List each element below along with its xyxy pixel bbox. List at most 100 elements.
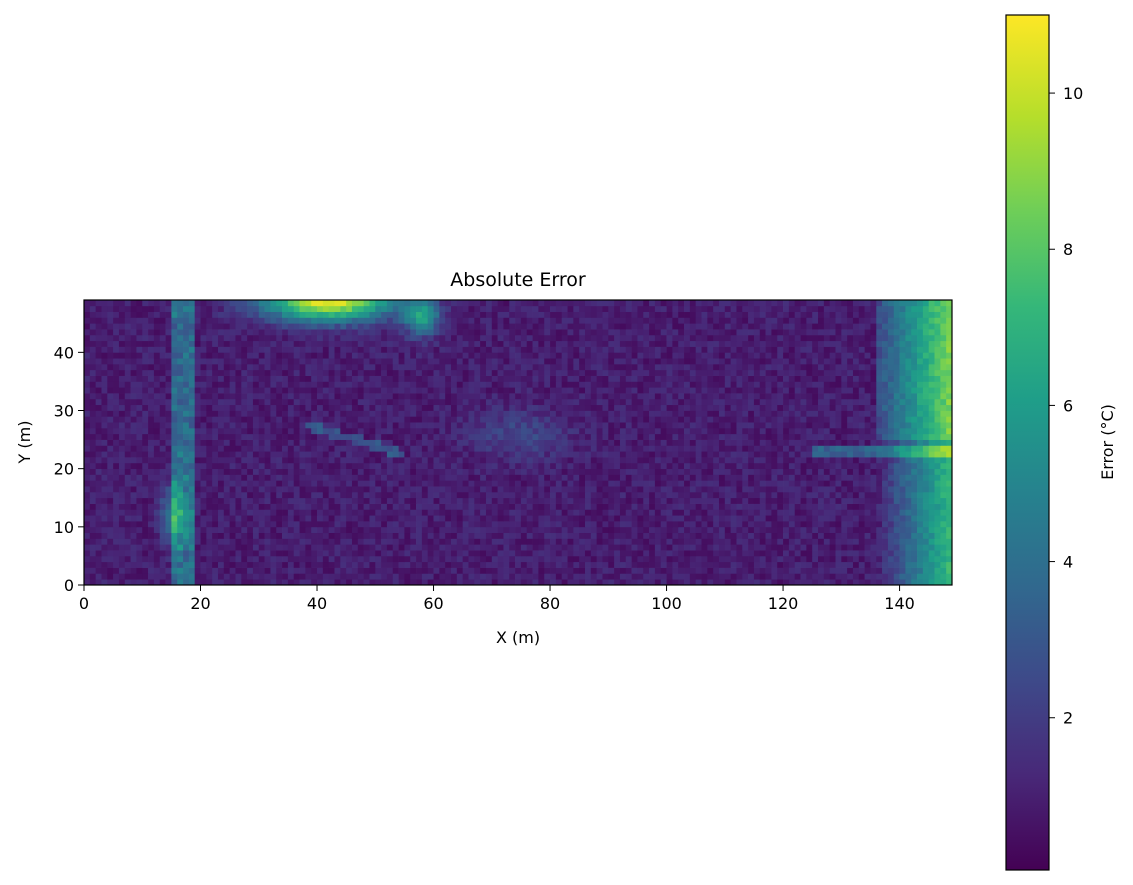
heatmap-cell bbox=[451, 463, 457, 469]
heatmap-cell bbox=[160, 451, 166, 457]
heatmap-cell bbox=[171, 463, 177, 469]
heatmap-cell bbox=[445, 399, 451, 405]
heatmap-cell bbox=[917, 393, 923, 399]
heatmap-cell bbox=[847, 509, 853, 515]
heatmap-cell bbox=[911, 486, 917, 492]
heatmap-cell bbox=[602, 445, 608, 451]
heatmap-cell bbox=[206, 568, 212, 574]
heatmap-cell bbox=[381, 492, 387, 498]
heatmap-cell bbox=[876, 492, 882, 498]
heatmap-cell bbox=[131, 387, 137, 393]
heatmap-cell bbox=[789, 515, 795, 521]
heatmap-cell bbox=[935, 474, 941, 480]
heatmap-cell bbox=[218, 562, 224, 568]
heatmap-cell bbox=[492, 492, 498, 498]
heatmap-cell bbox=[393, 451, 399, 457]
heatmap-cell bbox=[841, 509, 847, 515]
heatmap-cell bbox=[632, 562, 638, 568]
heatmap-cell bbox=[777, 544, 783, 550]
heatmap-cell bbox=[247, 405, 253, 411]
heatmap-cell bbox=[329, 451, 335, 457]
heatmap-cell bbox=[428, 544, 434, 550]
heatmap-cell bbox=[655, 393, 661, 399]
heatmap-cell bbox=[731, 434, 737, 440]
heatmap-cell bbox=[568, 457, 574, 463]
heatmap-cell bbox=[166, 573, 172, 579]
heatmap-cell bbox=[620, 422, 626, 428]
heatmap-cell bbox=[637, 556, 643, 562]
heatmap-cell bbox=[300, 434, 306, 440]
heatmap-cell bbox=[568, 492, 574, 498]
heatmap-cell bbox=[865, 474, 871, 480]
heatmap-cell bbox=[282, 498, 288, 504]
heatmap-cell bbox=[399, 544, 405, 550]
heatmap-cell bbox=[101, 399, 107, 405]
heatmap-cell bbox=[667, 568, 673, 574]
heatmap-cell bbox=[748, 411, 754, 417]
heatmap-cell bbox=[538, 411, 544, 417]
heatmap-cell bbox=[748, 416, 754, 422]
heatmap-cell bbox=[474, 568, 480, 574]
heatmap-cell bbox=[340, 504, 346, 510]
heatmap-cell bbox=[235, 463, 241, 469]
heatmap-cell bbox=[667, 527, 673, 533]
heatmap-cell bbox=[84, 562, 90, 568]
heatmap-cell bbox=[101, 509, 107, 515]
heatmap-cell bbox=[393, 393, 399, 399]
heatmap-cell bbox=[364, 405, 370, 411]
heatmap-cell bbox=[329, 568, 335, 574]
heatmap-cell bbox=[142, 515, 148, 521]
heatmap-cell bbox=[509, 515, 515, 521]
heatmap-cell bbox=[579, 515, 585, 521]
heatmap-cell bbox=[882, 416, 888, 422]
heatmap-cell bbox=[235, 527, 241, 533]
heatmap-cell bbox=[725, 445, 731, 451]
heatmap-cell bbox=[270, 509, 276, 515]
heatmap-cell bbox=[550, 486, 556, 492]
heatmap-cell bbox=[305, 533, 311, 539]
heatmap-cell bbox=[364, 509, 370, 515]
heatmap-cell bbox=[643, 573, 649, 579]
heatmap-cell bbox=[748, 562, 754, 568]
heatmap-cell bbox=[317, 568, 323, 574]
heatmap-cell bbox=[154, 538, 160, 544]
heatmap-cell bbox=[550, 422, 556, 428]
heatmap-cell bbox=[358, 474, 364, 480]
heatmap-cell bbox=[643, 440, 649, 446]
heatmap-cell bbox=[929, 416, 935, 422]
heatmap-cell bbox=[702, 550, 708, 556]
heatmap-cell bbox=[684, 399, 690, 405]
heatmap-cell bbox=[568, 515, 574, 521]
heatmap-cell bbox=[719, 440, 725, 446]
heatmap-cell bbox=[900, 538, 906, 544]
heatmap-cell bbox=[882, 463, 888, 469]
heatmap-cell bbox=[736, 434, 742, 440]
heatmap-cell bbox=[667, 416, 673, 422]
heatmap-cell bbox=[509, 399, 515, 405]
heatmap-cell bbox=[509, 573, 515, 579]
heatmap-cell bbox=[288, 515, 294, 521]
heatmap-cell bbox=[568, 393, 574, 399]
heatmap-cell bbox=[96, 445, 102, 451]
heatmap-cell bbox=[480, 568, 486, 574]
heatmap-cell bbox=[917, 544, 923, 550]
heatmap-cell bbox=[527, 538, 533, 544]
heatmap-cell bbox=[824, 550, 830, 556]
heatmap-cell bbox=[323, 544, 329, 550]
heatmap-cell bbox=[457, 405, 463, 411]
heatmap-cell bbox=[230, 469, 236, 475]
heatmap-cell bbox=[643, 533, 649, 539]
heatmap-cell bbox=[538, 434, 544, 440]
heatmap-cell bbox=[754, 457, 760, 463]
heatmap-cell bbox=[649, 556, 655, 562]
heatmap-cell bbox=[568, 556, 574, 562]
heatmap-cell bbox=[847, 533, 853, 539]
heatmap-cell bbox=[288, 434, 294, 440]
heatmap-cell bbox=[702, 422, 708, 428]
heatmap-cell bbox=[410, 451, 416, 457]
heatmap-cell bbox=[90, 463, 96, 469]
heatmap-cell bbox=[684, 568, 690, 574]
heatmap-cell bbox=[282, 550, 288, 556]
heatmap-cell bbox=[305, 445, 311, 451]
heatmap-cell bbox=[364, 463, 370, 469]
